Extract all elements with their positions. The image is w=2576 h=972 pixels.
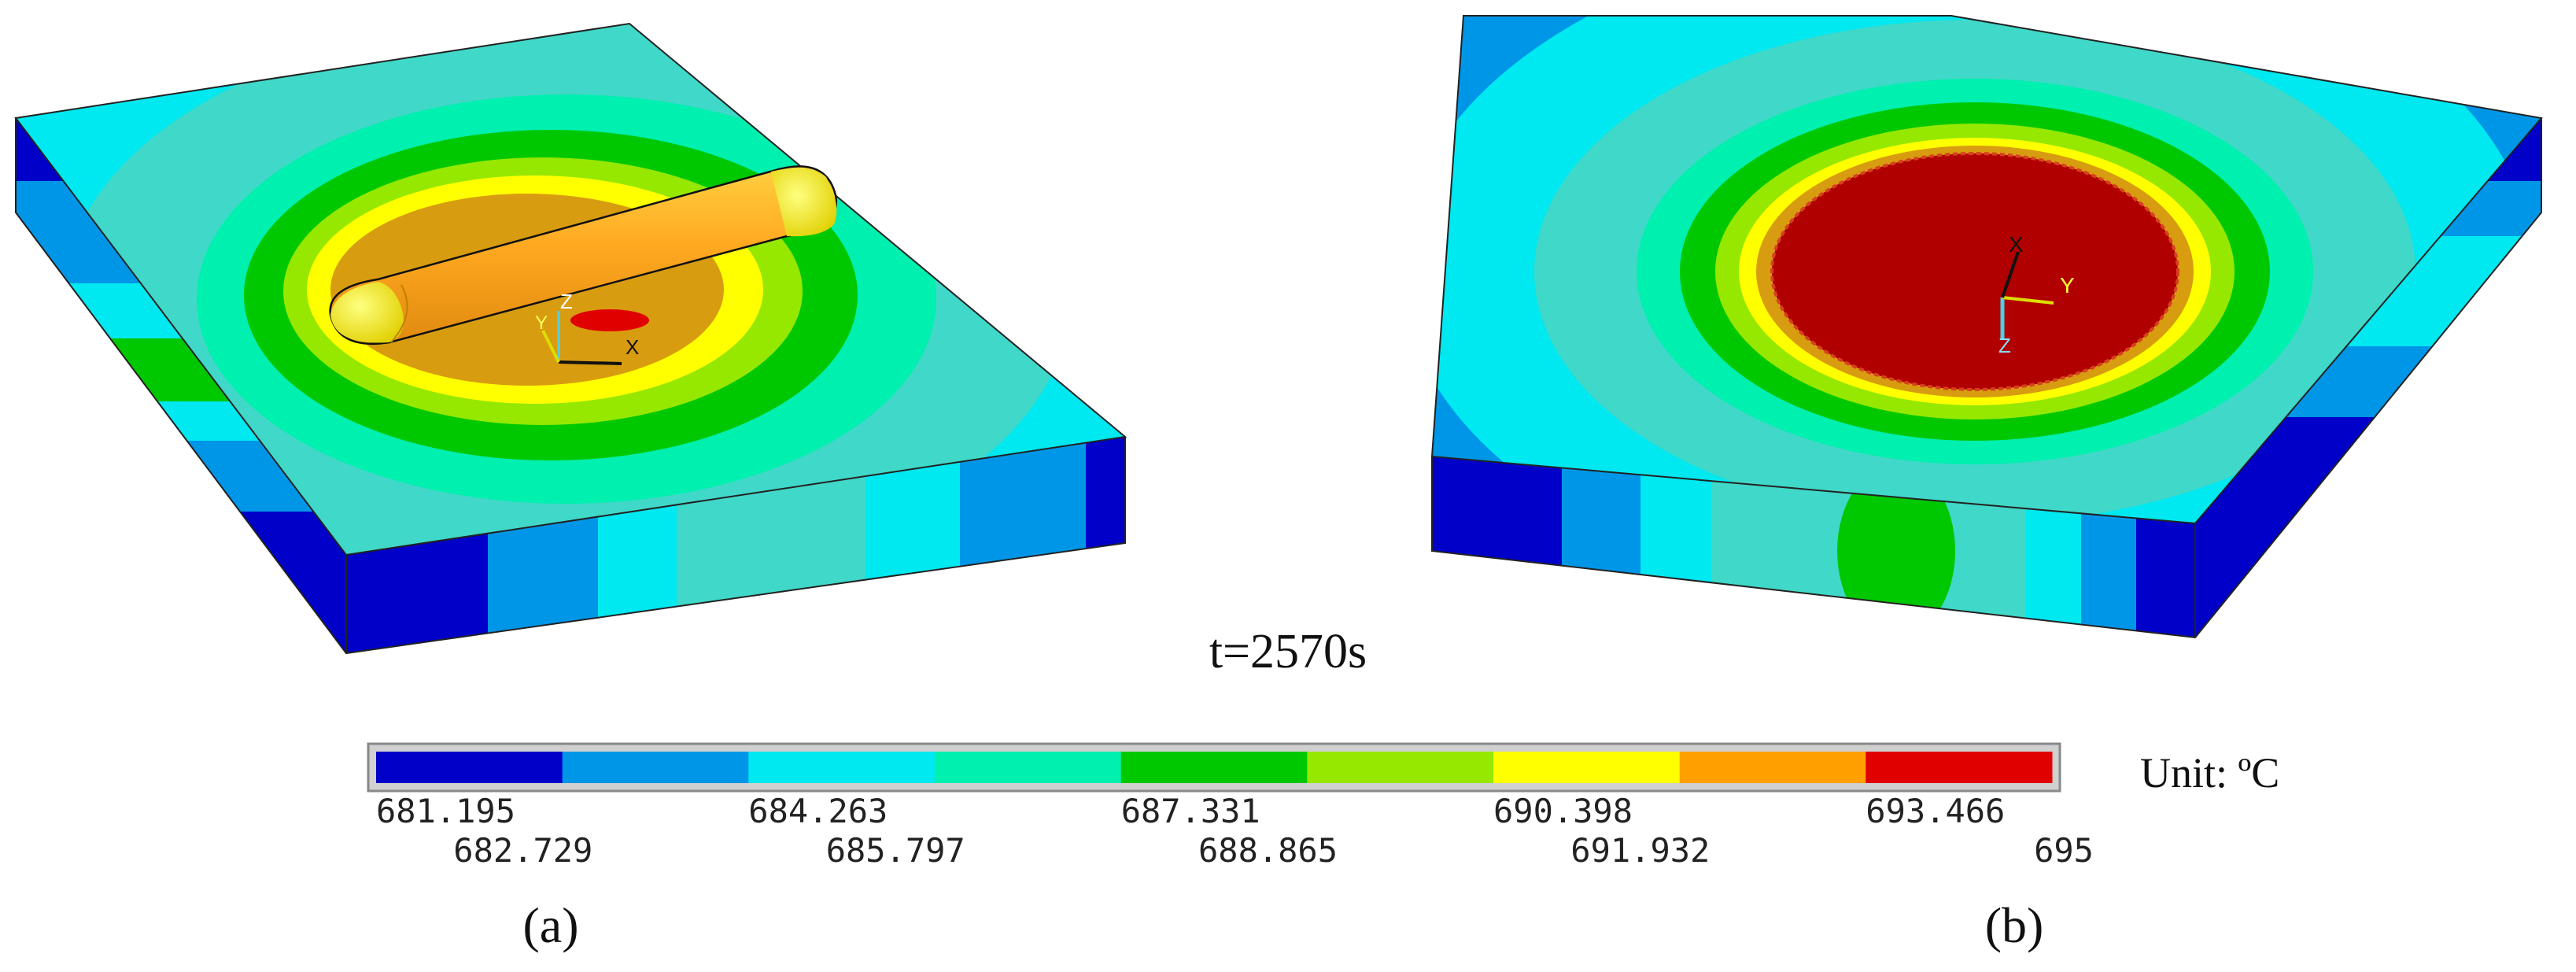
colorbar-swatch bbox=[935, 752, 1122, 783]
colorbar-ticks-bottom: 682.729 685.797 688.865 691.932 695 bbox=[453, 831, 2094, 870]
panel-b-axis-y: Y bbox=[2060, 273, 2075, 298]
colorbar: 681.195 684.263 687.331 690.398 693.466 682.… bbox=[367, 742, 2094, 870]
colorbar-tick-label: 693.466 bbox=[1866, 792, 2005, 830]
panel-b-label: (b) bbox=[1985, 897, 2044, 953]
panel-a-heater-rod bbox=[329, 165, 838, 346]
colorbar-swatch bbox=[1493, 752, 1681, 783]
colorbar-tick-label: 682.729 bbox=[453, 831, 592, 870]
panel-a-plate bbox=[14, 22, 1127, 655]
colorbar-swatch bbox=[562, 752, 749, 783]
time-label: t=2570s bbox=[1209, 625, 1367, 678]
panel-a-label: (a) bbox=[522, 897, 578, 953]
colorbar-tick-label: 695 bbox=[2034, 831, 2094, 870]
panel-b-plate bbox=[1430, 15, 2543, 639]
colorbar-tick-label: 685.797 bbox=[826, 831, 965, 870]
colorbar-swatch bbox=[1120, 752, 1308, 783]
colorbar-swatch bbox=[1679, 752, 1866, 783]
panel-a-axis-x: X bbox=[626, 335, 639, 359]
colorbar-swatch bbox=[748, 752, 936, 783]
colorbar-tick-label: 688.865 bbox=[1198, 831, 1338, 870]
panel-b-axis-x: X bbox=[2009, 232, 2024, 257]
panel-a-axis-y: Y bbox=[535, 312, 548, 334]
panel-a-axis-triad: Z X Y bbox=[535, 290, 639, 365]
colorbar-tick-label: 684.263 bbox=[748, 792, 888, 830]
colorbar-tick-label: 691.932 bbox=[1570, 831, 1710, 870]
colorbar-swatches bbox=[376, 752, 2053, 783]
panel-b-axis-triad: X Y Z bbox=[1998, 232, 2075, 357]
colorbar-tick-label: 681.195 bbox=[376, 792, 515, 830]
colorbar-tick-label: 687.331 bbox=[1121, 792, 1260, 830]
colorbar-tick-label: 690.398 bbox=[1493, 792, 1633, 830]
colorbar-ticks-top: 681.195 684.263 687.331 690.398 693.466 bbox=[376, 792, 2005, 830]
panel-b-axis-z: Z bbox=[1998, 334, 2011, 357]
colorbar-swatch bbox=[1866, 752, 2053, 783]
unit-label: Unit: ºC bbox=[2140, 749, 2279, 796]
panel-b-top-face bbox=[1432, 16, 2541, 523]
colorbar-swatch bbox=[1307, 752, 1494, 783]
panel-a-axis-z: Z bbox=[560, 290, 573, 313]
colorbar-swatch bbox=[376, 752, 563, 783]
